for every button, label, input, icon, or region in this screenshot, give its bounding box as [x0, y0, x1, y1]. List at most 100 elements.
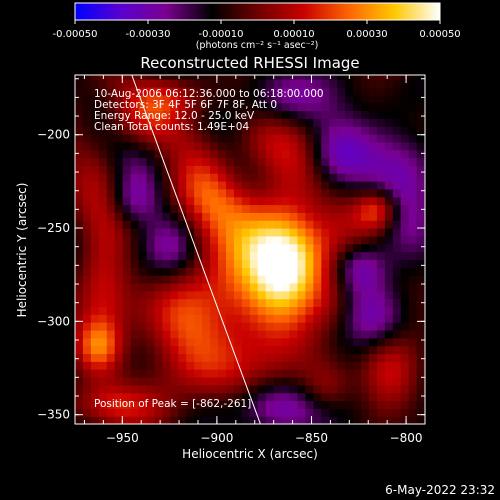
heatmap-cell: [297, 235, 307, 245]
heatmap-cell: [313, 149, 322, 159]
heatmap-cell: [289, 220, 299, 229]
heatmap-cell: [75, 126, 84, 135]
heatmap-cell: [313, 267, 322, 276]
heatmap-cell: [178, 181, 187, 190]
heatmap-cell: [337, 141, 346, 151]
heatmap-cell: [194, 212, 203, 221]
heatmap-cell: [345, 337, 354, 347]
heatmap-cell: [400, 275, 410, 284]
heatmap-cell: [170, 181, 179, 190]
heatmap-cell: [162, 259, 171, 268]
heatmap-cell: [170, 86, 179, 96]
heatmap-cell: [106, 259, 116, 268]
heatmap-cell: [369, 392, 378, 402]
heatmap-cell: [384, 212, 394, 221]
heatmap-cell: [353, 235, 362, 245]
heatmap-cell: [297, 165, 307, 174]
heatmap-cell: [257, 400, 267, 409]
heatmap-cell: [313, 188, 322, 198]
heatmap-cell: [345, 314, 354, 323]
heatmap-cell: [384, 118, 394, 127]
heatmap-cell: [178, 361, 187, 370]
heatmap-cell: [313, 400, 322, 409]
heatmap-cell: [98, 290, 108, 300]
heatmap-cell: [138, 86, 148, 96]
heatmap-cell: [106, 314, 116, 323]
heatmap-cell: [257, 259, 267, 268]
heatmap-cell: [337, 126, 346, 135]
heatmap-cell: [233, 267, 243, 276]
heatmap-cell: [249, 337, 259, 347]
heatmap-cell: [345, 173, 354, 182]
heatmap-cell: [305, 369, 314, 378]
heatmap-cell: [154, 408, 164, 417]
heatmap-cell: [305, 416, 314, 424]
heatmap-cell: [257, 361, 267, 370]
heatmap-cell: [376, 314, 386, 323]
heatmap-cell: [146, 416, 156, 424]
heatmap-cell: [408, 118, 418, 127]
heatmap-cell: [241, 75, 251, 80]
heatmap-cell: [313, 314, 322, 323]
heatmap-cell: [321, 86, 330, 96]
heatmap-cell: [400, 118, 410, 127]
heatmap-cell: [106, 329, 116, 339]
heatmap-cell: [273, 141, 283, 151]
heatmap-cell: [376, 149, 386, 159]
heatmap-cell: [154, 329, 164, 339]
heatmap-cell: [345, 118, 354, 127]
heatmap-cell: [376, 322, 386, 331]
heatmap-cell: [337, 173, 346, 182]
heatmap-cell: [249, 322, 259, 331]
heatmap-cell: [249, 298, 259, 308]
heatmap-cell: [281, 369, 291, 378]
heatmap-cell: [297, 157, 307, 166]
heatmap-cell: [345, 345, 354, 355]
heatmap-cell: [392, 204, 402, 213]
heatmap-cell: [416, 188, 425, 198]
heatmap-cell: [337, 235, 346, 245]
heatmap-cell: [361, 126, 370, 135]
heatmap-cell: [138, 110, 148, 119]
heatmap-cell: [392, 235, 402, 245]
heatmap-cell: [249, 220, 259, 229]
heatmap-cell: [289, 173, 299, 182]
heatmap-cell: [162, 188, 171, 198]
heatmap-cell: [233, 306, 243, 315]
heatmap-cell: [241, 322, 251, 331]
heatmap-cell: [384, 204, 394, 213]
heatmap-cell: [273, 228, 283, 237]
heatmap-cell: [313, 290, 322, 300]
heatmap-cell: [154, 102, 164, 112]
heatmap-cell: [321, 329, 330, 339]
heatmap-cell: [114, 306, 124, 315]
heatmap-cell: [305, 329, 314, 339]
heatmap-cell: [353, 337, 362, 347]
heatmap-cell: [273, 149, 283, 159]
heatmap-cell: [400, 267, 410, 276]
heatmap-cell: [361, 322, 370, 331]
heatmap-cell: [162, 133, 171, 143]
heatmap-cell: [210, 181, 219, 190]
heatmap-cell: [353, 141, 362, 151]
heatmap-cell: [138, 149, 148, 159]
heatmap-cell: [106, 196, 116, 206]
heatmap-cell: [361, 110, 370, 119]
heatmap-cell: [257, 282, 267, 292]
heatmap-cell: [162, 251, 171, 260]
heatmap-cell: [210, 369, 219, 378]
heatmap-cell: [98, 157, 108, 166]
heatmap-cell: [90, 392, 100, 402]
heatmap-cell: [90, 133, 100, 143]
heatmap-cell: [130, 110, 140, 119]
heatmap-cell: [392, 86, 402, 96]
heatmap-cell: [408, 345, 418, 355]
heatmap-cell: [90, 220, 100, 229]
heatmap-cell: [392, 392, 402, 402]
heatmap-cell: [337, 79, 346, 88]
heatmap-cell: [233, 86, 243, 96]
heatmap-cell: [130, 306, 140, 315]
heatmap-cell: [218, 235, 227, 245]
heatmap-cell: [321, 408, 330, 417]
heatmap-cell: [82, 102, 92, 112]
